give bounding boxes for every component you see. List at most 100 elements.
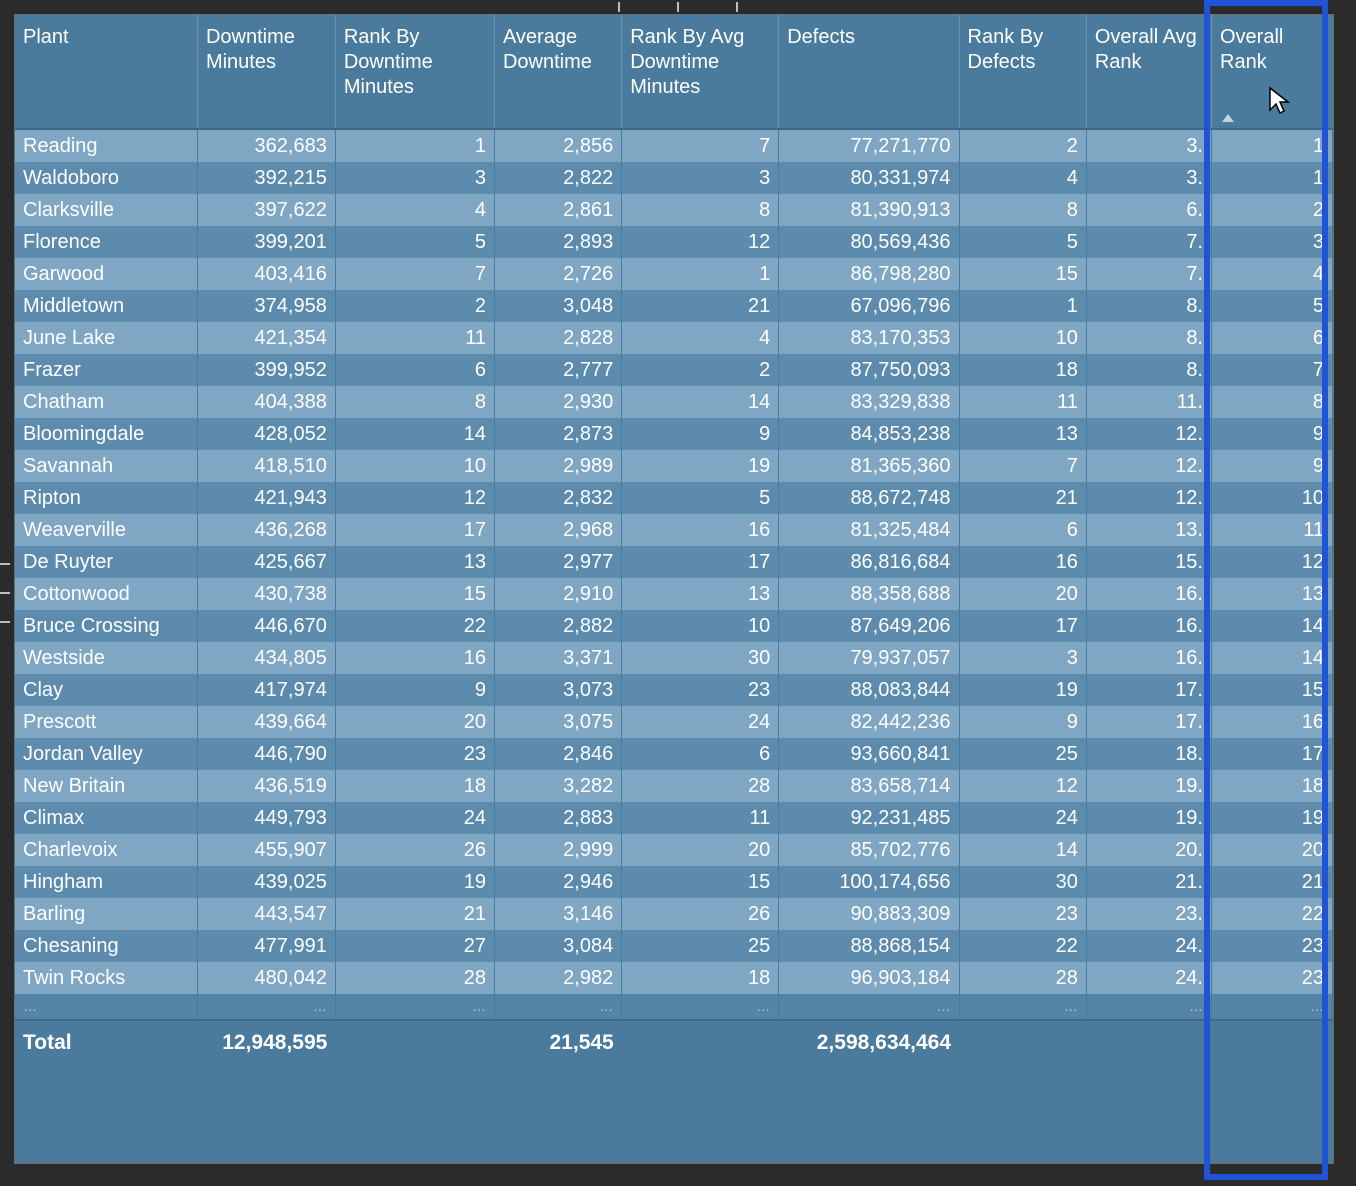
column-header[interactable]: Defects [779,15,959,129]
table-row[interactable]: Chesaning477,991273,0842588,868,1542224.… [15,930,1333,962]
table-row[interactable]: Clarksville397,62242,861881,390,91386.2 [15,194,1333,226]
column-header[interactable]: Average Downtime [494,15,621,129]
table-cell: 24 [622,706,779,738]
matrix-visual[interactable]: PlantDowntime MinutesRank By Downtime Mi… [14,14,1334,1164]
table-cell: 12 [335,482,494,514]
column-header[interactable]: Rank By Defects [959,15,1086,129]
table-cell: 81,325,484 [779,514,959,546]
table-cell: 19 [959,674,1086,706]
table-cell: 26 [335,834,494,866]
table-row[interactable]: Savannah418,510102,9891981,365,360712.9 [15,450,1333,482]
table-cell: 7 [335,258,494,290]
table-cell: 12 [959,770,1086,802]
table-cell: Clay [15,674,197,706]
table-row[interactable]: Bruce Crossing446,670222,8821087,649,206… [15,610,1333,642]
table-cell: 10 [959,322,1086,354]
table-cell: … [622,994,779,1020]
table-row[interactable]: Barling443,547213,1462690,883,3092323.22 [15,898,1333,930]
table-cell: 477,991 [197,930,335,962]
table-cell: 443,547 [197,898,335,930]
column-header[interactable]: Downtime Minutes [197,15,335,129]
table-row[interactable]: Weaverville436,268172,9681681,325,484613… [15,514,1333,546]
table-cell: 28 [959,962,1086,994]
table-row[interactable]: Clay417,97493,0732388,083,8441917.15 [15,674,1333,706]
table-cell: 12 [622,226,779,258]
table-row[interactable]: Charlevoix455,907262,9992085,702,7761420… [15,834,1333,866]
table-cell: 417,974 [197,674,335,706]
table-cell: 100,174,656 [779,866,959,898]
table-cell: 5 [622,482,779,514]
table-row[interactable]: June Lake421,354112,828483,170,353108.6 [15,322,1333,354]
table-cell: 92,231,485 [779,802,959,834]
table-row[interactable]: Jordan Valley446,790232,846693,660,84125… [15,738,1333,770]
table-cell: 7 [1212,354,1333,386]
table-row[interactable]: Frazer399,95262,777287,750,093188.7 [15,354,1333,386]
column-header[interactable]: Overall Rank [1212,15,1333,129]
table-row[interactable]: Florence399,20152,8931280,569,43657.3 [15,226,1333,258]
table-cell: 25 [622,930,779,962]
total-cell: 12,948,595 [197,1020,335,1065]
table-cell: 2 [622,354,779,386]
table-cell: Weaverville [15,514,197,546]
table-row[interactable]: Westside434,805163,3713079,937,057316.14 [15,642,1333,674]
table-cell: 77,271,770 [779,129,959,162]
table-row[interactable]: Bloomingdale428,052142,873984,853,238131… [15,418,1333,450]
table-cell: 2,977 [494,546,621,578]
table-cell: 18 [622,962,779,994]
table-row[interactable]: Climax449,793242,8831192,231,4852419.19 [15,802,1333,834]
table-cell: 13 [335,546,494,578]
table-header-row: PlantDowntime MinutesRank By Downtime Mi… [15,15,1333,129]
table-cell: 1 [959,290,1086,322]
table-row[interactable]: Waldoboro392,21532,822380,331,97443.1 [15,162,1333,194]
table-row[interactable]: Hingham439,025192,94615100,174,6563021.2… [15,866,1333,898]
table-cell: 18. [1086,738,1211,770]
table-cell: 2,968 [494,514,621,546]
table-cell: 3 [622,162,779,194]
table-row[interactable]: Prescott439,664203,0752482,442,236917.16 [15,706,1333,738]
table-cell: 3,048 [494,290,621,322]
table-cell: 2,777 [494,354,621,386]
table-cell: 374,958 [197,290,335,322]
table-cell: 28 [335,962,494,994]
table-cell: 392,215 [197,162,335,194]
table-row[interactable]: Reading362,68312,856777,271,77023.1 [15,129,1333,162]
table-row[interactable]: Chatham404,38882,9301483,329,8381111.8 [15,386,1333,418]
table-row[interactable]: Ripton421,943122,832588,672,7482112.10 [15,482,1333,514]
column-header[interactable]: Overall Avg Rank [1086,15,1211,129]
column-header[interactable]: Rank By Avg Downtime Minutes [622,15,779,129]
table-cell: Chesaning [15,930,197,962]
table-cell: Cottonwood [15,578,197,610]
table-cell: Charlevoix [15,834,197,866]
table-cell: 23. [1086,898,1211,930]
table-cell: 449,793 [197,802,335,834]
total-cell [959,1020,1086,1065]
table-row[interactable]: ……………………… [15,994,1333,1020]
left-resize-handles [0,563,10,623]
table-cell: 5 [335,226,494,258]
table-cell: 81,365,360 [779,450,959,482]
table-cell: 434,805 [197,642,335,674]
column-header[interactable]: Plant [15,15,197,129]
table-cell: 3. [1086,129,1211,162]
table-row[interactable]: Cottonwood430,738152,9101388,358,6882016… [15,578,1333,610]
table-row[interactable]: Garwood403,41672,726186,798,280157.4 [15,258,1333,290]
table-row[interactable]: Middletown374,95823,0482167,096,79618.5 [15,290,1333,322]
table-cell: 2,989 [494,450,621,482]
column-header[interactable]: Rank By Downtime Minutes [335,15,494,129]
table-row[interactable]: De Ruyter425,667132,9771786,816,6841615.… [15,546,1333,578]
table-cell: 90,883,309 [779,898,959,930]
table-cell: 11 [1212,514,1333,546]
table-row[interactable]: Twin Rocks480,042282,9821896,903,1842824… [15,962,1333,994]
table-cell: 7 [959,450,1086,482]
table-cell: 13. [1086,514,1211,546]
report-canvas: PlantDowntime MinutesRank By Downtime Mi… [0,0,1356,1186]
table-cell: New Britain [15,770,197,802]
table-cell: 23 [335,738,494,770]
table-cell: 13 [1212,578,1333,610]
total-cell: 21,545 [494,1020,621,1065]
table-cell: 19 [335,866,494,898]
table-cell: 3,282 [494,770,621,802]
table-cell: 428,052 [197,418,335,450]
table-cell: 9 [622,418,779,450]
table-row[interactable]: New Britain436,519183,2822883,658,714121… [15,770,1333,802]
